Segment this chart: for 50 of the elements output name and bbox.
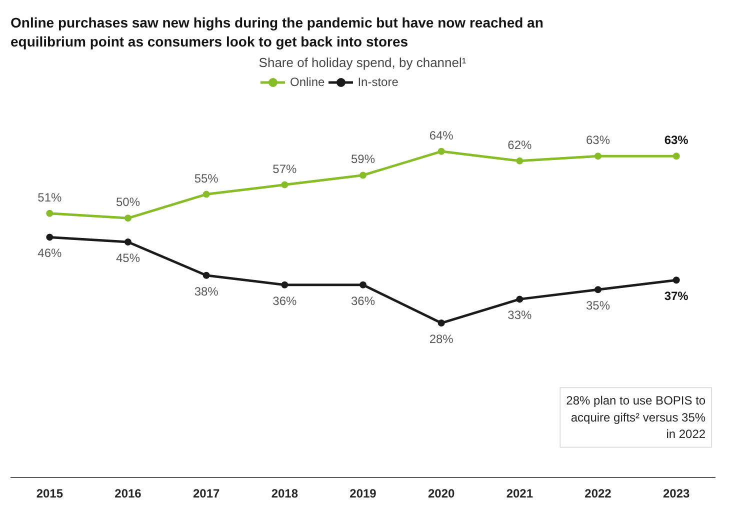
data-label: 62% — [508, 138, 532, 152]
point — [516, 157, 524, 164]
data-label: 57% — [272, 162, 298, 176]
x-tick-label: 2020 — [428, 486, 456, 500]
x-tick-label: 2017 — [192, 486, 220, 500]
x-tick-label: 2018 — [271, 486, 298, 500]
legend-label: In-store — [358, 75, 398, 89]
data-label: 33% — [508, 308, 532, 322]
point — [594, 152, 602, 160]
point — [124, 238, 132, 246]
point — [594, 286, 602, 294]
x-tick-label: 2022 — [584, 486, 612, 500]
legend-label: Online — [290, 75, 325, 89]
data-label: 51% — [38, 190, 62, 204]
point — [281, 181, 288, 188]
data-label: 59% — [350, 152, 376, 166]
x-tick-label: 2019 — [350, 486, 377, 500]
point — [672, 152, 680, 160]
point — [124, 214, 132, 222]
point — [360, 172, 366, 179]
x-tick-label: 2015 — [36, 486, 64, 500]
data-label: 64% — [429, 128, 454, 142]
data-label: 36% — [350, 294, 376, 308]
text: 28% plan to use BOPIS to acquire gifts² versus 35% in 2022 — [566, 394, 706, 442]
point — [672, 276, 680, 284]
data-label: 55% — [194, 171, 219, 186]
x-tick-label: 2021 — [506, 486, 534, 500]
point — [516, 296, 524, 303]
data-label: 36% — [272, 294, 298, 308]
x-tick-label: 2023 — [662, 486, 690, 500]
point — [202, 272, 210, 279]
data-label: 63% — [586, 133, 610, 148]
point — [202, 190, 210, 198]
point — [46, 210, 54, 217]
data-label: 63% — [664, 133, 689, 148]
data-label: 37% — [664, 289, 689, 304]
data-label: 50% — [116, 195, 140, 210]
data-label: 45% — [116, 250, 140, 265]
chart-title: Online purchases saw new highs during the pandemic but have now reached an equilibrium point as consumers look to get back into stores — [10, 14, 544, 50]
x-tick-label: 2016 — [114, 486, 142, 500]
data-label: 28% — [429, 332, 454, 346]
chart-subtitle: Share of holiday spend, by channel¹ — [258, 55, 467, 70]
point — [438, 320, 445, 327]
point — [46, 234, 54, 241]
point — [360, 281, 366, 288]
point — [438, 148, 445, 155]
data-label: 46% — [38, 246, 62, 260]
point — [281, 281, 288, 288]
data-label: 35% — [586, 298, 610, 313]
data-label: 38% — [194, 284, 219, 298]
